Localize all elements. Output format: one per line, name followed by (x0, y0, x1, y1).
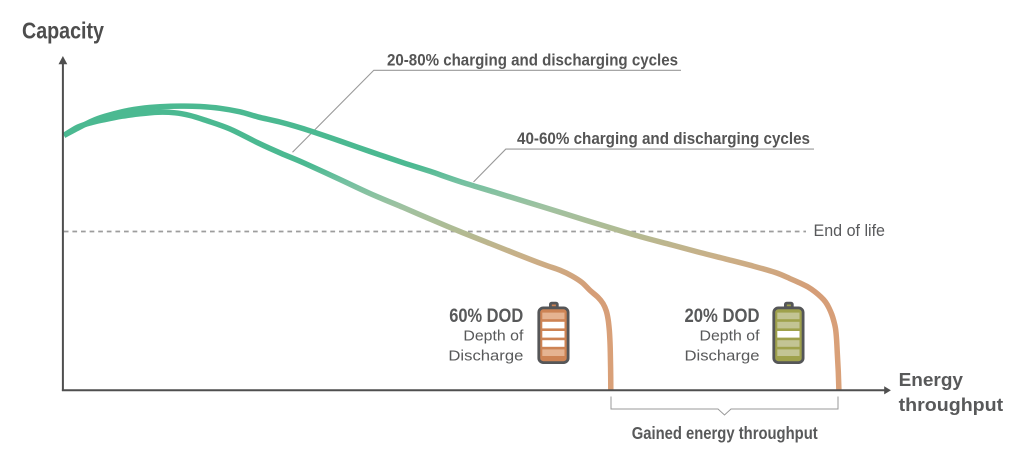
svg-text:Discharge: Discharge (448, 349, 523, 365)
svg-text:Depth of: Depth of (463, 329, 524, 345)
svg-text:40-60% charging and dischargin: 40-60% charging and discharging cycles (517, 129, 810, 148)
svg-text:throughput: throughput (899, 395, 1004, 415)
svg-text:60% DOD: 60% DOD (449, 306, 523, 327)
svg-text:Capacity: Capacity (22, 18, 104, 44)
svg-text:Discharge: Discharge (685, 349, 760, 365)
svg-text:Gained energy throughput: Gained energy throughput (632, 423, 818, 443)
svg-text:Depth of: Depth of (700, 329, 761, 345)
svg-text:20% DOD: 20% DOD (685, 306, 760, 327)
svg-text:Energy: Energy (899, 370, 963, 390)
svg-text:20-80% charging and dischargin: 20-80% charging and discharging cycles (387, 51, 678, 70)
svg-text:End of life: End of life (814, 222, 886, 240)
